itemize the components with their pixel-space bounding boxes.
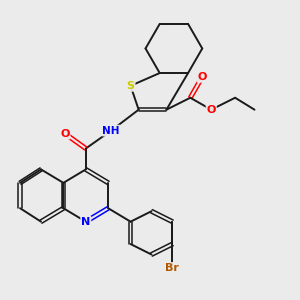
Text: N: N (81, 217, 90, 227)
Text: S: S (127, 81, 135, 91)
Text: O: O (60, 129, 70, 139)
Text: Br: Br (166, 263, 179, 273)
Text: NH: NH (102, 126, 120, 136)
Text: O: O (198, 72, 207, 82)
Text: O: O (206, 105, 216, 115)
